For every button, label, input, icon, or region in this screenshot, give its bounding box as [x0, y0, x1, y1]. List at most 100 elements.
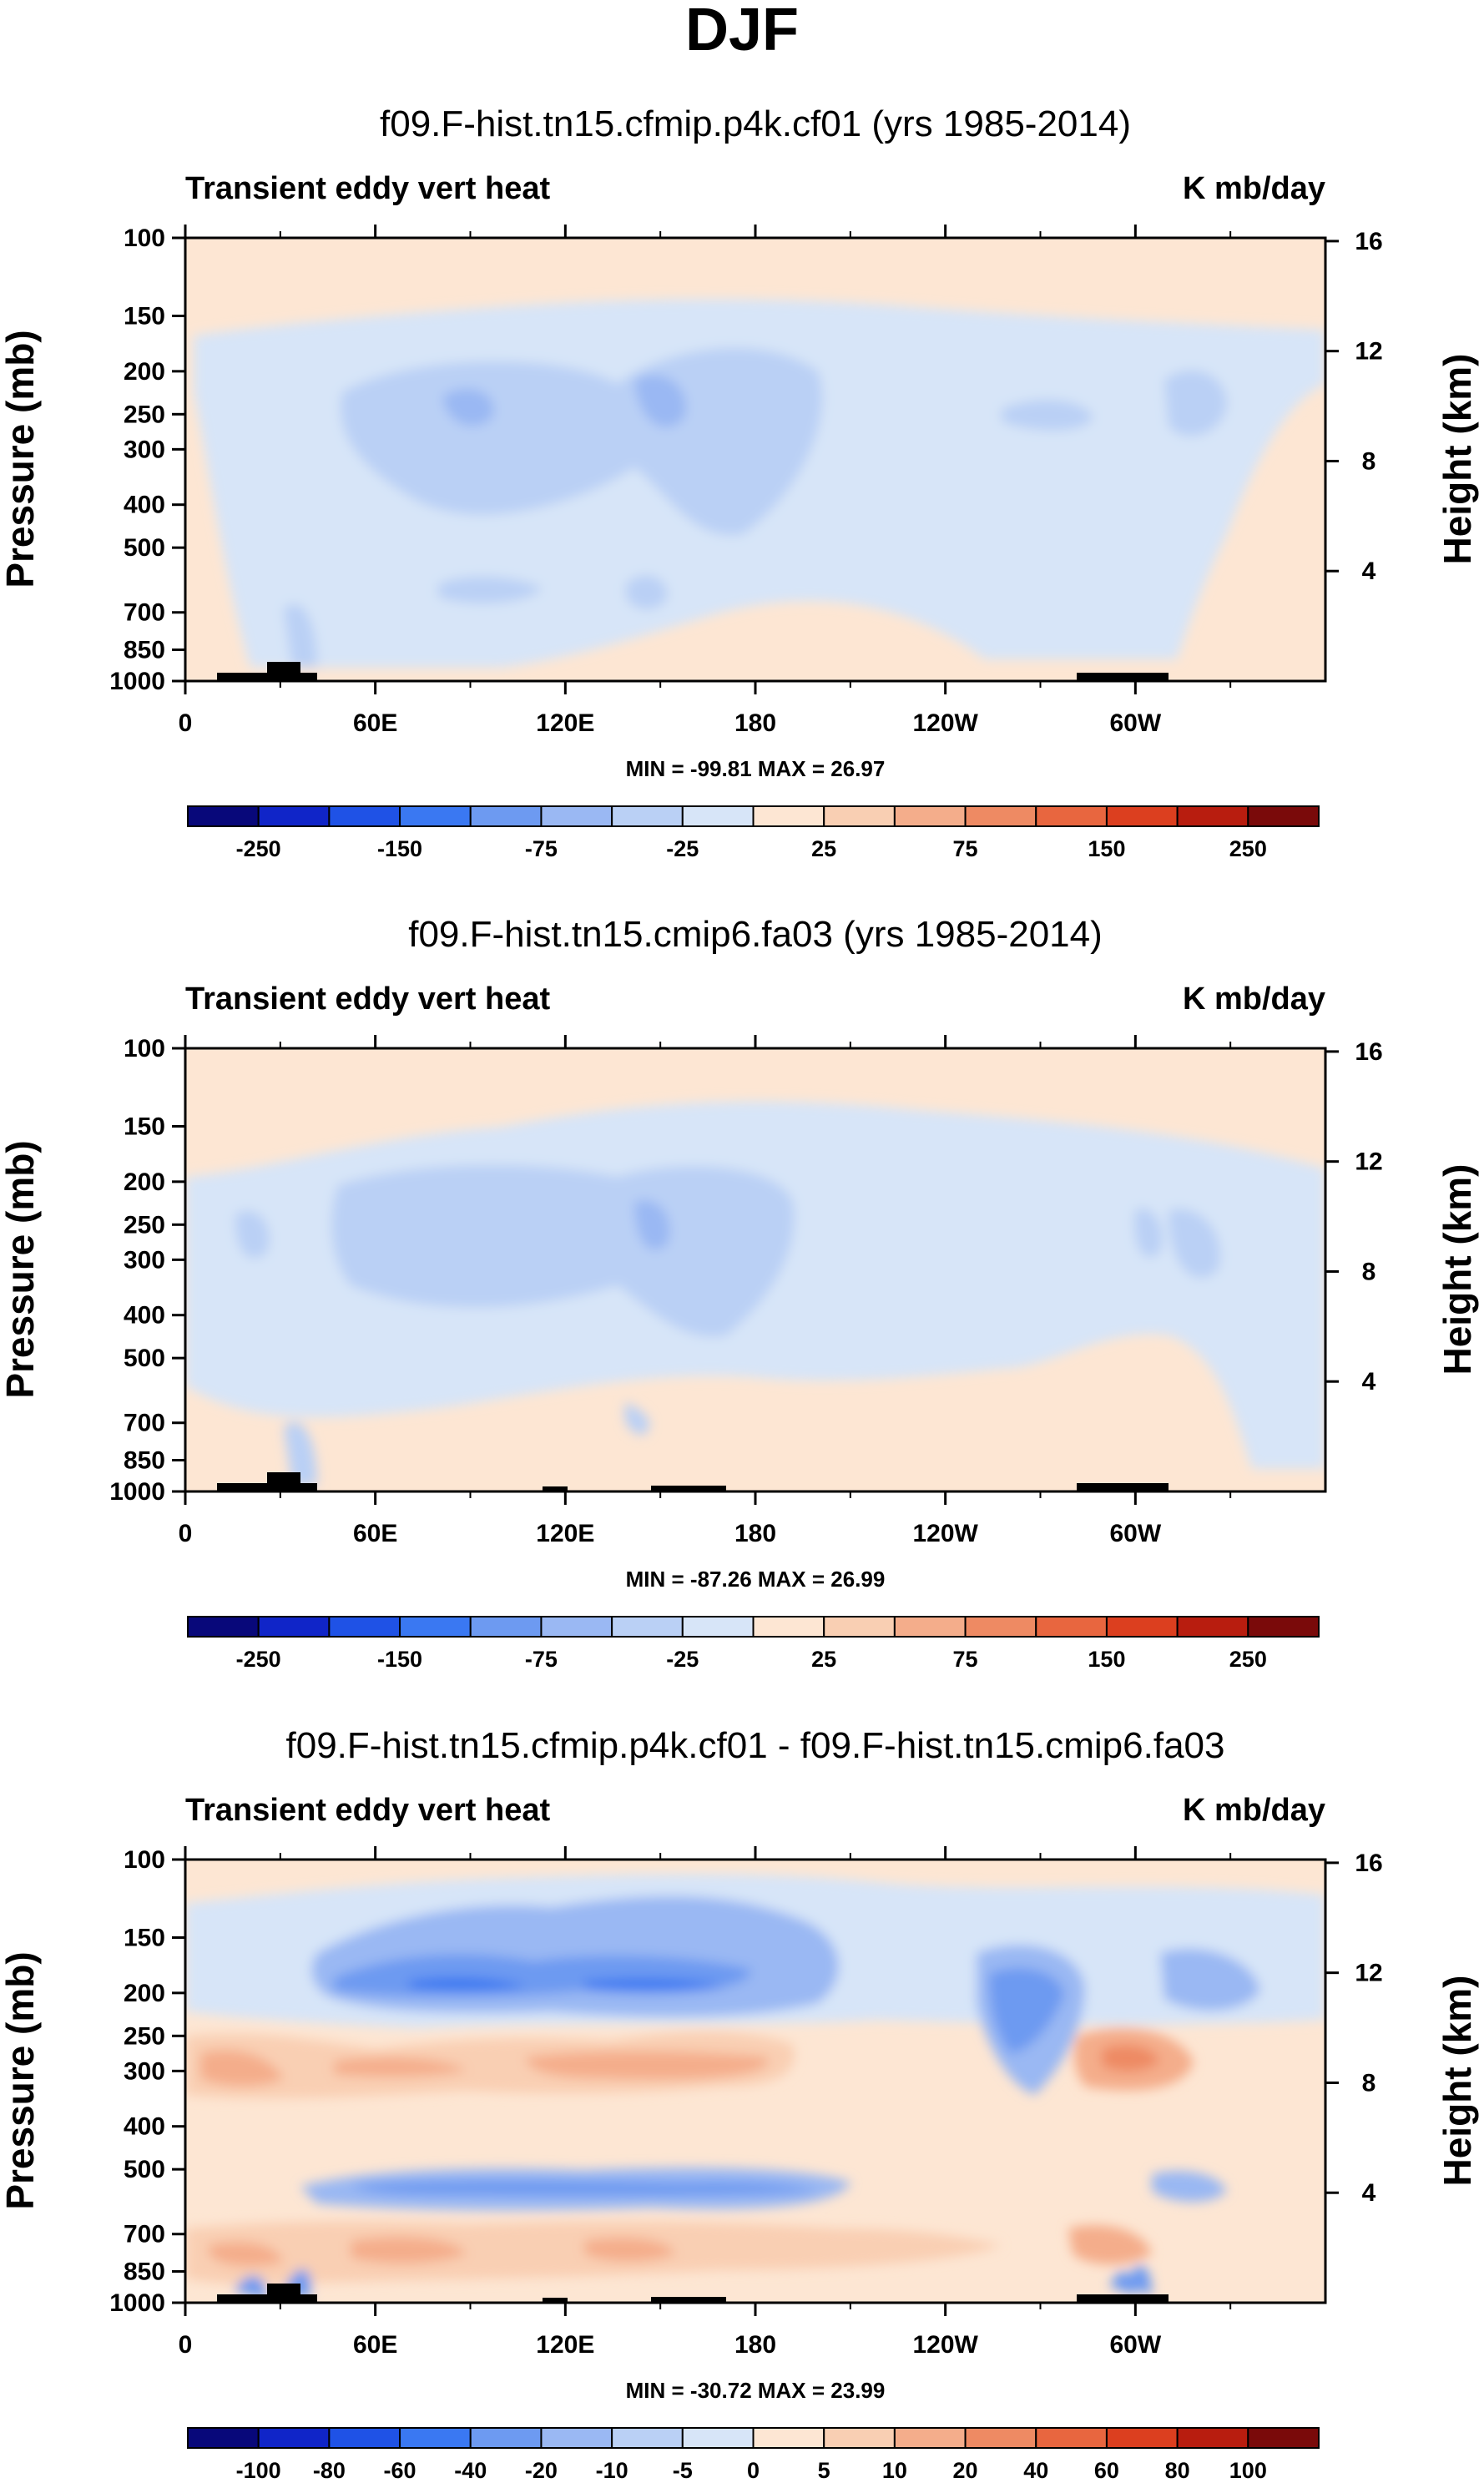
panel-3-topography: [217, 2284, 1169, 2303]
y-tick-label: 400: [124, 2113, 165, 2141]
panel-3-field-red-band-core: [200, 2050, 769, 2087]
colorbar-swatch: [257, 2427, 331, 2449]
panel-2-x-ticks: 0 60E 120E 180 120W 60W: [179, 1035, 1232, 1547]
height-tick-label: 8: [1362, 447, 1376, 475]
panel-2-y-ticks-left: 100 150 200 250 300 400 500 700 850 1000: [109, 1035, 185, 1506]
panel-1-minmax: MIN = -99.81 MAX = 26.97: [626, 756, 886, 781]
colorbar-swatch: [187, 1616, 260, 1638]
panel-1-field-core-b: [634, 375, 686, 427]
x-tick-label: 60W: [1109, 2331, 1161, 2359]
colorbar-swatch: [1105, 2427, 1179, 2449]
panel-1-field-mid-blue-d: [438, 576, 543, 603]
height-tick-label: 8: [1362, 2069, 1376, 2097]
colorbar-swatch: [1035, 805, 1108, 827]
y-tick-label: 700: [124, 2221, 165, 2248]
panel-2-y-axis-label-right: Height (km): [1436, 1164, 1479, 1375]
colorbar-label: -25: [666, 1647, 699, 1672]
panel-2-topography: [217, 1472, 1169, 1491]
colorbar-label: -250: [236, 1647, 281, 1672]
colorbar-swatch: [187, 2427, 260, 2449]
panel-3-topo-5: [1077, 2294, 1169, 2303]
y-tick-label: 300: [124, 2057, 165, 2085]
height-tick-label: 12: [1355, 1148, 1382, 1176]
panel-1-y-ticks-left: 100 150 200 250 300 400 500 700 850 1000: [109, 225, 185, 695]
panel-3-field-blue-mid-core: [351, 2180, 818, 2197]
panel-1-field-mid-blue-c: [1164, 370, 1227, 437]
y-tick-label: 150: [124, 1113, 165, 1141]
y-tick-label: 200: [124, 1980, 165, 2007]
colorbar-swatch: [328, 2427, 401, 2449]
height-tick-label: 8: [1362, 1258, 1376, 1285]
panel-1-title: f09.F-hist.tn15.cfmip.p4k.cf01 (yrs 1985…: [380, 103, 1131, 144]
x-tick-label: 180: [734, 1520, 776, 1547]
panel-2-field-core: [634, 1200, 670, 1250]
colorbar-label: 250: [1229, 1647, 1267, 1672]
colorbar-swatch: [681, 805, 755, 827]
colorbar-label: 10: [882, 2458, 907, 2483]
panel-1-topo-3: [1077, 673, 1169, 681]
panel-3-topo-4: [543, 2298, 568, 2303]
colorbar-label: -100: [236, 2458, 281, 2483]
colorbar-swatch: [187, 805, 260, 827]
panel-2-topo-5: [1077, 1483, 1169, 1491]
colorbar-label: -25: [666, 836, 699, 861]
panel-1-field-core-a: [442, 388, 494, 426]
colorbar-label: -40: [454, 2458, 487, 2483]
colorbar-label: -150: [377, 836, 422, 861]
panel-3-title: f09.F-hist.tn15.cfmip.p4k.cf01 - f09.F-h…: [286, 1725, 1225, 1766]
colorbar-label: -150: [377, 1647, 422, 1672]
colorbar-swatch: [893, 1616, 967, 1638]
panel-1: f09.F-hist.tn15.cfmip.p4k.cf01 (yrs 1985…: [0, 103, 1479, 861]
colorbar-label: 80: [1165, 2458, 1190, 2483]
colorbar-label: -80: [313, 2458, 346, 2483]
colorbar-label: -20: [525, 2458, 558, 2483]
panel-2-colorbar: -250 -150 -75 -25 25 75 150 250: [187, 1616, 1320, 1672]
panel-3: f09.F-hist.tn15.cfmip.p4k.cf01 - f09.F-h…: [0, 1725, 1479, 2483]
panel-3-minmax: MIN = -30.72 MAX = 23.99: [626, 2378, 886, 2403]
x-tick-label: 120E: [536, 2331, 594, 2359]
height-tick-label: 16: [1355, 1850, 1382, 1877]
y-tick-label: 700: [124, 599, 165, 627]
colorbar-label: -75: [525, 836, 558, 861]
colorbar-swatch: [540, 1616, 613, 1638]
colorbar-swatch: [893, 805, 967, 827]
panel-3-y-axis-label-right: Height (km): [1436, 1976, 1479, 2187]
colorbar-swatch: [1176, 805, 1249, 827]
panel-2-units-label: K mb/day: [1183, 982, 1325, 1017]
x-tick-label: 0: [179, 709, 193, 737]
colorbar-swatch: [752, 1616, 825, 1638]
panel-2-contour-fill: [185, 1101, 1325, 1486]
colorbar-label: -60: [384, 2458, 416, 2483]
y-tick-label: 300: [124, 436, 165, 463]
y-tick-label: 850: [124, 637, 165, 664]
panel-3-field-red-band: [185, 2031, 795, 2099]
colorbar-swatch: [399, 805, 472, 827]
panel-2-topo-4: [543, 1486, 568, 1491]
panel-2-field-mid-blue-a: [331, 1165, 795, 1337]
height-tick-label: 12: [1355, 338, 1382, 366]
y-tick-label: 100: [124, 225, 165, 252]
x-tick-label: 60W: [1109, 709, 1161, 737]
y-tick-label: 500: [124, 534, 165, 562]
panel-2-y-ticks-right: 16 12 8 4: [1325, 1038, 1383, 1395]
panel-1-x-ticks: 0 60E 120E 180 120W 60W: [179, 225, 1232, 737]
colorbar-swatch: [1176, 1616, 1249, 1638]
colorbar-swatch: [823, 2427, 896, 2449]
panel-2-title: f09.F-hist.tn15.cmip6.fa03 (yrs 1985-201…: [408, 914, 1103, 955]
x-tick-label: 60E: [353, 2331, 397, 2359]
x-tick-label: 120E: [536, 1520, 594, 1547]
colorbar-swatch: [964, 805, 1037, 827]
panel-2-left-label: Transient eddy vert heat: [185, 982, 550, 1017]
panel-1-colorbar: -250 -150 -75 -25 25 75 150 250: [187, 805, 1320, 861]
colorbar-label: -75: [525, 1647, 558, 1672]
panel-3-field-east-blue-2: [1160, 1949, 1260, 2011]
y-tick-label: 150: [124, 303, 165, 331]
colorbar-swatch: [540, 2427, 613, 2449]
y-tick-label: 250: [124, 401, 165, 428]
x-tick-label: 60W: [1109, 1520, 1161, 1547]
panel-2-field-low-blue: [624, 1402, 650, 1436]
panel-2-field-mid-blue-e: [284, 1421, 317, 1486]
panel-1-plot-area: [185, 238, 1325, 681]
height-tick-label: 4: [1362, 1368, 1376, 1395]
